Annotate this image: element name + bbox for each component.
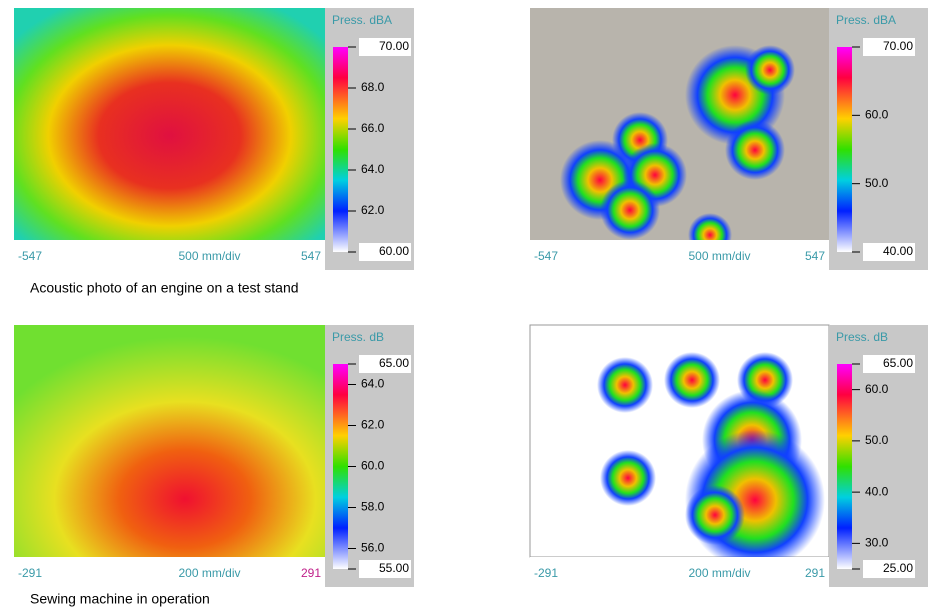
tick-label: 70.00 — [379, 39, 409, 53]
tick-label: 55.00 — [379, 561, 409, 575]
axis-strip — [530, 557, 829, 587]
x-center: 500 mm/div — [688, 249, 750, 263]
axis-strip — [530, 240, 829, 270]
hotspots — [597, 352, 825, 570]
color-bar — [837, 364, 852, 569]
tick-label: 62.0 — [361, 418, 385, 432]
tick-label: 64.0 — [361, 162, 385, 176]
x-center: 200 mm/div — [688, 566, 750, 580]
tick-label: 58.0 — [361, 500, 385, 514]
x-right: 291 — [805, 566, 825, 580]
color-bar — [333, 364, 348, 569]
tick-label: 60.00 — [379, 244, 409, 258]
panel-images — [14, 8, 830, 570]
tick-label: 60.0 — [865, 108, 889, 122]
tick-label: 64.0 — [361, 377, 385, 391]
acoustic-image — [14, 8, 325, 240]
label-box — [359, 355, 411, 373]
x-center: 200 mm/div — [178, 566, 240, 580]
label-box — [863, 38, 915, 56]
color-bar — [333, 47, 348, 252]
label-box — [863, 560, 915, 578]
axis-strip — [14, 557, 325, 587]
x-center: 500 mm/div — [178, 249, 240, 263]
tick-label: 56.0 — [361, 541, 385, 555]
tick-label: 40.00 — [883, 244, 913, 258]
tick-label: 68.0 — [361, 80, 385, 94]
color-bar — [837, 47, 852, 252]
label-box — [359, 560, 411, 578]
x-right: 547 — [805, 249, 825, 263]
x-right: 547 — [301, 249, 321, 263]
caption: Sewing machine in operation — [30, 591, 210, 607]
label-box — [863, 243, 915, 261]
tick-label: 65.00 — [883, 356, 913, 370]
tick-label: 30.0 — [865, 536, 889, 550]
tick-label: 50.0 — [865, 433, 889, 447]
tick-label: 65.00 — [379, 356, 409, 370]
tick-label: 40.0 — [865, 484, 889, 498]
label-box — [359, 38, 411, 56]
tick-label: 62.0 — [361, 203, 385, 217]
acoustic-image — [14, 325, 325, 557]
hotspots — [560, 45, 795, 257]
x-left: -547 — [18, 249, 42, 263]
label-box — [359, 243, 411, 261]
label-box — [863, 355, 915, 373]
tick-label: 70.00 — [883, 39, 913, 53]
x-left: -291 — [534, 566, 558, 580]
x-right: 291 — [301, 566, 321, 580]
tick-label: 25.00 — [883, 561, 913, 575]
scale-title: Press. dBA — [332, 13, 392, 27]
tick-label: 60.0 — [865, 382, 889, 396]
scale-title: Press. dBA — [836, 13, 896, 27]
tick-label: 50.0 — [865, 176, 889, 190]
caption: Acoustic photo of an engine on a test st… — [30, 280, 299, 296]
scale-title: Press. dB — [836, 330, 888, 344]
tick-label: 60.0 — [361, 459, 385, 473]
scale-title: Press. dB — [332, 330, 384, 344]
x-left: -547 — [534, 249, 558, 263]
tick-label: 66.0 — [361, 121, 385, 135]
axis-strip — [14, 240, 325, 270]
x-left: -291 — [18, 566, 42, 580]
